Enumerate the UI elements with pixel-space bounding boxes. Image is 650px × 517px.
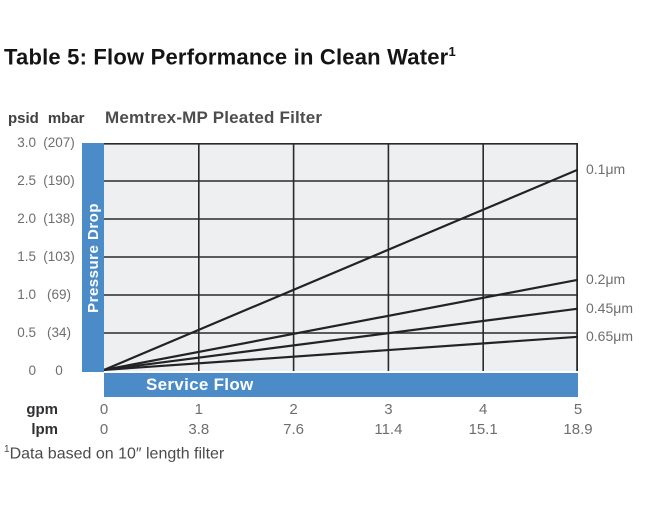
- x-tick-lpm: 18.9: [563, 421, 593, 438]
- y-axis-unit-headers: psid mbar: [8, 110, 85, 127]
- x-tick-gpm: 1: [194, 401, 203, 418]
- x-tick-lpm: 11.4: [374, 421, 403, 438]
- series-line-0.65μm: [104, 335, 578, 371]
- service-flow-label: Service Flow: [146, 375, 254, 394]
- y-tick-psid: 0: [28, 363, 36, 378]
- y-tick-psid: 1.5: [17, 249, 36, 264]
- page-title: Table 5: Flow Performance in Clean Water…: [4, 44, 456, 70]
- x-tick-lpm: 0: [99, 421, 109, 438]
- y-tick-psid: 0.5: [17, 325, 36, 340]
- page-title-text: Table 5: Flow Performance in Clean Water: [4, 44, 449, 70]
- footnote-text: Data based on 10″ length filter: [9, 445, 225, 463]
- x-tick-lpm: 15.1: [468, 421, 498, 438]
- y-tick-mbar: (34): [46, 325, 71, 340]
- x-tick-lpm: 7.6: [283, 421, 305, 438]
- y-tick-mbar: 0: [55, 363, 63, 378]
- series-line-0.2μm: [104, 278, 578, 371]
- footnote-superscript: 1: [4, 444, 10, 455]
- x-tick-gpm: 3: [384, 401, 393, 418]
- x-tick-gpm: 2: [289, 401, 298, 418]
- series-label-0.65μm: 0.65μm: [586, 327, 633, 344]
- y-tick-row: 2.0 (138): [0, 211, 82, 227]
- footnote: 1Data based on 10″ length filter: [4, 444, 224, 463]
- y-tick-mbar: (190): [43, 173, 75, 188]
- y-tick-psid: 2.5: [17, 173, 36, 188]
- series-label-0.1μm: 0.1μm: [586, 160, 626, 177]
- service-flow-axis-bar: Service Flow: [104, 373, 578, 397]
- series-label-0.2μm: 0.2μm: [586, 270, 626, 287]
- y-tick-row: 0.5 (34): [0, 325, 82, 341]
- flow-performance-plot: [104, 143, 578, 371]
- y-tick-mbar: (138): [43, 211, 75, 226]
- psid-unit-label: psid: [8, 110, 39, 127]
- y-tick-mbar: (207): [43, 135, 75, 150]
- x-tick-gpm: 0: [99, 401, 109, 418]
- series-line-0.1μm: [104, 168, 578, 371]
- y-tick-row: 1.0 (69): [0, 287, 82, 303]
- chart-title: Memtrex-MP Pleated Filter: [105, 108, 323, 127]
- y-tick-psid: 1.0: [17, 287, 36, 302]
- y-tick-row: 2.5 (190): [0, 173, 82, 189]
- pressure-drop-label: Pressure Drop: [84, 202, 102, 313]
- series-line-0.45μm: [104, 307, 578, 371]
- y-tick-mbar: (103): [43, 249, 75, 264]
- gpm-row-label: gpm: [26, 401, 58, 418]
- series-label-0.45μm: 0.45μm: [586, 299, 633, 316]
- y-tick-psid: 2.0: [17, 211, 36, 226]
- y-tick-row: 1.5 (103): [0, 249, 82, 265]
- x-tick-lpm: 3.8: [188, 421, 210, 438]
- y-tick-mbar: (69): [46, 287, 71, 302]
- y-tick-row: 3.0 (207): [0, 135, 82, 151]
- mbar-unit-label: mbar: [47, 110, 85, 127]
- x-tick-gpm: 4: [479, 401, 488, 418]
- x-tick-gpm: 5: [573, 401, 583, 418]
- pressure-drop-axis-bar: Pressure Drop: [82, 143, 104, 372]
- title-superscript: 1: [448, 44, 456, 59]
- lpm-row-label: lpm: [31, 421, 58, 438]
- y-tick-psid: 3.0: [17, 135, 36, 150]
